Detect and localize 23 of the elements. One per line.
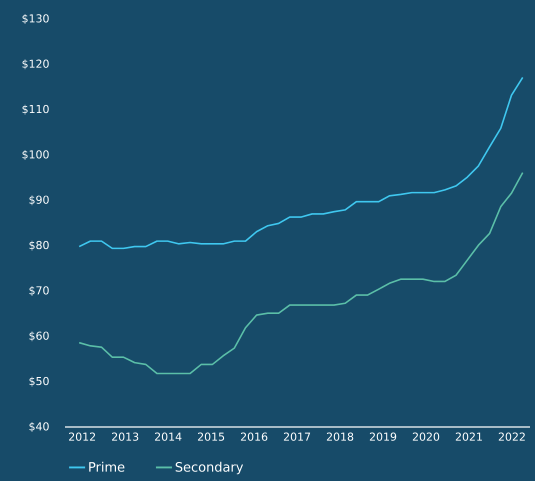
legend-label: Prime [89, 462, 124, 472]
x-tick-label: 2013 [112, 432, 138, 441]
legend-label: Secondary [176, 462, 244, 474]
x-tick-label: 2017 [284, 432, 310, 441]
y-tick-label: $100 [22, 150, 49, 160]
y-tick-label: $50 [29, 376, 49, 387]
y-tick-label: $40 [29, 422, 49, 432]
x-tick-label: 2014 [154, 432, 182, 441]
y-tick-label: $80 [29, 240, 49, 251]
x-tick-label: 2020 [412, 432, 440, 441]
x-tick-label: 2018 [326, 432, 354, 441]
x-tick-label: 2022 [498, 432, 525, 441]
x-tick-label: 2016 [240, 432, 268, 441]
y-tick-label: $130 [22, 14, 49, 24]
x-tick-label: 2021 [456, 432, 482, 441]
y-tick-label: $90 [29, 195, 49, 206]
y-tick-label: $60 [29, 331, 49, 342]
y-tick-label: $70 [29, 286, 49, 296]
x-tick-label: 2012 [69, 432, 96, 441]
y-tick-label: $110 [22, 104, 49, 115]
x-tick-label: 2019 [370, 432, 396, 441]
x-tick-label: 2015 [198, 432, 224, 441]
y-tick-label: $120 [22, 59, 49, 70]
